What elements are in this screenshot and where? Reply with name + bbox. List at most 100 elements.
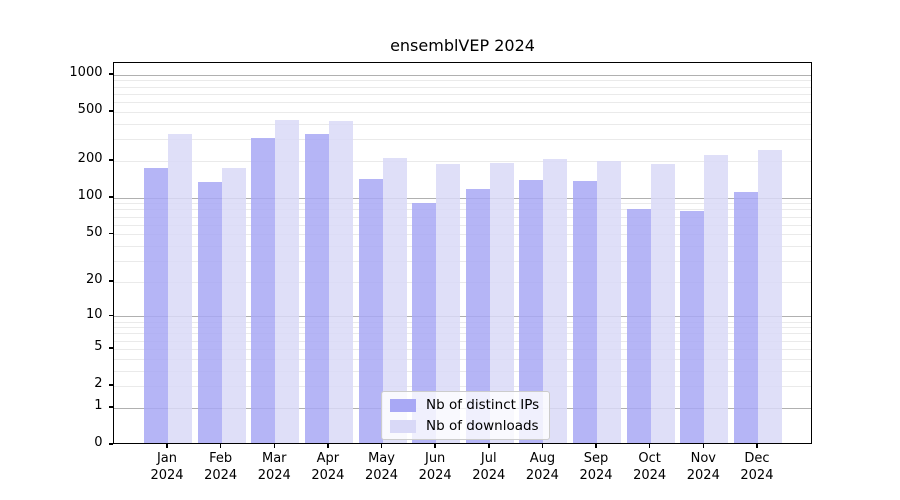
bar-downloads-sep: [597, 160, 622, 443]
legend: Nb of distinct IPs Nb of downloads: [381, 391, 551, 440]
x-axis-tick: [219, 444, 222, 448]
x-axis-tick-label: May 2024: [350, 450, 414, 484]
y-axis-tick-label: 0: [94, 435, 103, 451]
minor-gridline: [114, 245, 811, 247]
y-axis-tick-label: 500: [77, 102, 103, 118]
minor-gridline: [114, 234, 811, 236]
bar-distinct-ips-feb: [197, 182, 222, 443]
x-axis-tick-label: Dec 2024: [725, 450, 789, 484]
x-axis-tick: [541, 444, 544, 448]
x-label-year: 2024: [472, 468, 506, 483]
minor-gridline: [114, 370, 811, 372]
x-label-year: 2024: [579, 468, 613, 483]
minor-gridline: [114, 358, 811, 360]
bar-downloads-oct: [650, 163, 675, 443]
x-axis-tick-label: Mar 2024: [242, 450, 306, 484]
y-axis-tick: [108, 73, 113, 75]
minor-gridline: [114, 260, 811, 262]
x-axis-tick-label: Nov 2024: [671, 450, 735, 484]
y-axis-tick-label: 5: [94, 339, 103, 355]
x-label-year: 2024: [257, 468, 291, 483]
legend-label-distinct-ips: Nb of distinct IPs: [426, 397, 540, 413]
minor-gridline: [114, 209, 811, 211]
major-gridline: [114, 74, 811, 76]
x-label-month: Apr: [316, 451, 340, 466]
bar-distinct-ips-sep: [573, 181, 598, 443]
bar-downloads-feb: [221, 167, 246, 443]
minor-gridline: [114, 340, 811, 342]
y-axis-tick-label: 200: [77, 151, 103, 167]
x-axis-tick: [327, 444, 329, 448]
x-label-month: Aug: [529, 451, 556, 466]
x-axis-tick-label: Oct 2024: [618, 450, 682, 484]
y-axis-tick: [108, 232, 113, 235]
x-label-month: Sep: [583, 451, 609, 466]
y-axis-tick: [108, 384, 113, 386]
y-axis-tick-label: 10: [85, 306, 103, 322]
minor-gridline: [114, 111, 811, 113]
bar-distinct-ips-nov: [680, 211, 705, 443]
x-label-month: Dec: [744, 451, 770, 466]
x-label-month: May: [368, 451, 395, 466]
minor-gridline: [114, 281, 811, 283]
distinct-ips-swatch-icon: [390, 398, 416, 412]
legend-label-downloads: Nb of downloads: [426, 418, 539, 434]
x-axis-tick-label: Feb 2024: [189, 450, 253, 484]
minor-gridline: [114, 160, 811, 162]
y-axis-tick: [108, 280, 113, 282]
x-label-year: 2024: [525, 468, 559, 483]
x-axis-tick-label: Aug 2024: [510, 450, 574, 484]
y-axis-tick-label: 2: [94, 376, 103, 392]
bar-distinct-ips-mar: [251, 137, 276, 443]
minor-gridline: [114, 327, 811, 329]
minor-gridline: [114, 93, 811, 95]
x-label-month: Jun: [424, 451, 446, 466]
x-axis-tick: [756, 444, 758, 448]
minor-gridline: [114, 80, 811, 82]
bar-distinct-ips-may: [358, 179, 383, 443]
y-axis-tick: [108, 110, 113, 112]
y-axis-tick: [108, 314, 113, 317]
chart-title: ensemblVEP 2024: [390, 36, 535, 55]
x-label-year: 2024: [686, 468, 720, 483]
x-axis-tick: [380, 444, 383, 448]
x-axis-tick-label: Jan 2024: [135, 450, 199, 484]
minor-gridline: [114, 86, 811, 88]
x-axis-tick-label: Apr 2024: [296, 450, 360, 484]
x-label-month: Mar: [261, 451, 287, 466]
y-axis-tick-label: 20: [85, 272, 103, 288]
bar-distinct-ips-jan: [144, 168, 168, 443]
x-label-month: Oct: [638, 451, 661, 466]
x-label-month: Nov: [690, 451, 716, 466]
x-label-month: Jan: [156, 451, 178, 466]
bar-distinct-ips-dec: [733, 191, 758, 443]
x-label-year: 2024: [633, 468, 667, 483]
minor-gridline: [114, 102, 811, 104]
legend-item-downloads: Nb of downloads: [390, 418, 539, 434]
minor-gridline: [114, 139, 811, 141]
y-axis-tick: [108, 196, 113, 198]
y-axis-tick: [108, 347, 113, 349]
x-axis-tick: [273, 444, 275, 448]
minor-gridline: [114, 348, 811, 350]
minor-gridline: [114, 385, 811, 387]
x-label-year: 2024: [740, 468, 774, 483]
x-label-month: Feb: [209, 451, 233, 466]
minor-gridline: [114, 224, 811, 226]
y-axis-tick-label: 100: [77, 188, 103, 204]
minor-gridline: [114, 216, 811, 218]
x-axis-tick: [434, 444, 436, 448]
bar-downloads-dec: [757, 149, 782, 443]
y-axis-tick: [108, 159, 113, 161]
x-label-year: 2024: [364, 468, 399, 483]
major-gridline: [114, 197, 811, 199]
x-axis-tick: [488, 444, 490, 448]
x-axis-tick: [595, 444, 597, 448]
bar-downloads-nov: [704, 155, 729, 443]
major-gridline: [114, 316, 811, 318]
x-axis-tick-label: Jun 2024: [403, 450, 467, 484]
bar-downloads-apr: [328, 120, 353, 443]
x-label-month: Jul: [480, 451, 497, 466]
x-axis-tick-label: Jul 2024: [457, 450, 521, 484]
